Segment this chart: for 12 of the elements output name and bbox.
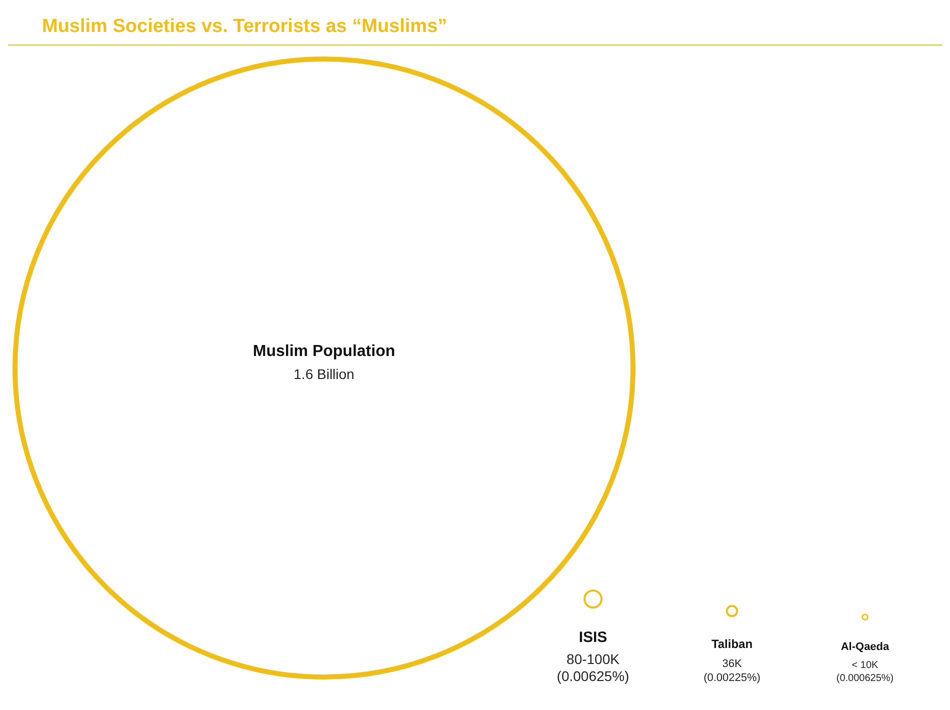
text: < 10K xyxy=(852,660,878,671)
category-label: ISIS xyxy=(578,629,608,646)
category-label: Taliban xyxy=(711,637,753,651)
category-label: Muslim Population xyxy=(252,343,396,360)
category-label: Al-Qaeda xyxy=(840,641,890,653)
data-label: (0.00225%) xyxy=(704,672,760,684)
data-label: (0.000625%) xyxy=(836,673,894,684)
text: 1.6 Billion xyxy=(294,366,354,382)
text: Muslim Societies vs. Terrorists as “Muslims” xyxy=(42,16,448,37)
data-label: (0.00625%) xyxy=(556,668,630,684)
text: 36K xyxy=(722,658,742,670)
text: 80-100K xyxy=(566,651,620,667)
